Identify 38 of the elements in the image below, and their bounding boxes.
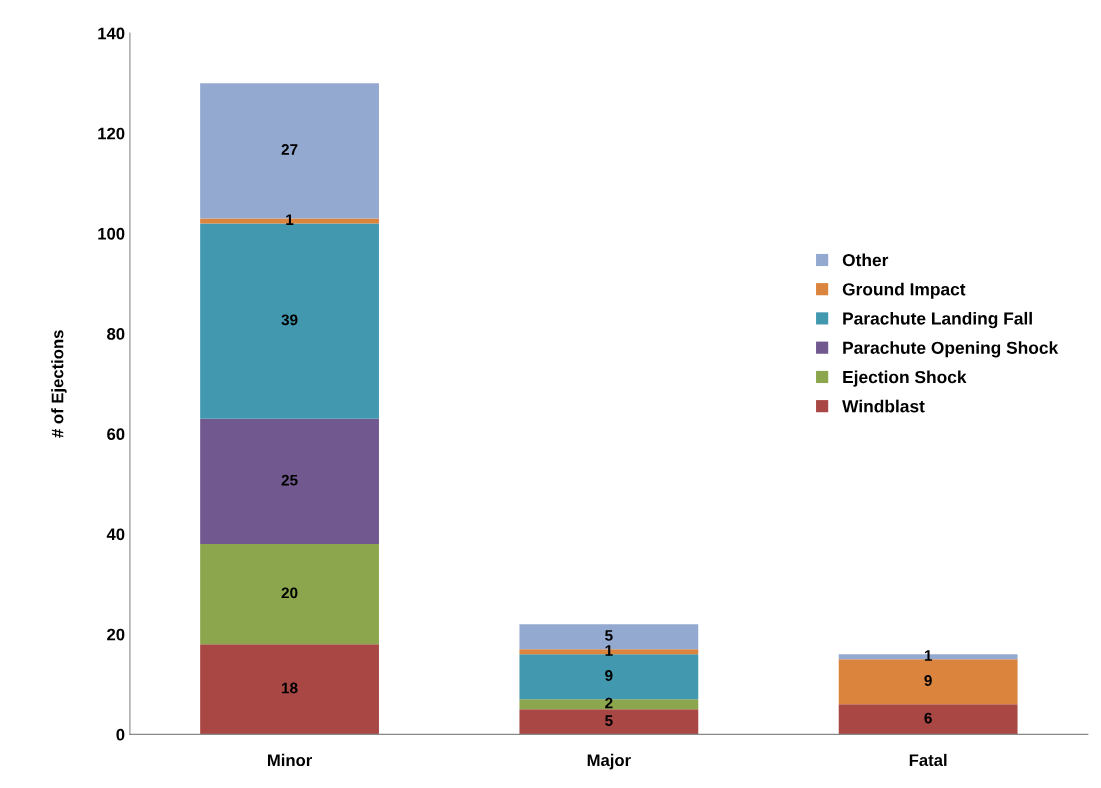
legend-label: Windblast bbox=[842, 399, 925, 413]
bar bbox=[200, 418, 379, 545]
legend-label: Parachute Opening Shock bbox=[843, 341, 1059, 358]
x-tick-label: Fatal bbox=[909, 753, 947, 767]
x-tick-label: Major bbox=[587, 753, 631, 770]
legend-label: Ground Impact bbox=[842, 282, 966, 299]
bar bbox=[838, 704, 1018, 735]
y-tick-label: 40 bbox=[106, 528, 125, 541]
bar bbox=[519, 709, 699, 735]
data-label: 1 bbox=[924, 650, 932, 661]
data-label: 20 bbox=[281, 587, 298, 599]
bar bbox=[200, 544, 379, 645]
bar bbox=[838, 659, 1018, 705]
data-label: 27 bbox=[281, 144, 298, 155]
y-tick-label: 80 bbox=[107, 328, 125, 340]
data-label: 9 bbox=[924, 675, 932, 686]
legend-label: Ejection Shock bbox=[843, 370, 967, 387]
data-label: 18 bbox=[282, 682, 298, 694]
data-label: 6 bbox=[924, 712, 932, 724]
y-tick-label: 140 bbox=[98, 27, 125, 40]
y-axis-title: # of Ejections bbox=[51, 330, 67, 438]
bar bbox=[200, 223, 379, 419]
legend-label: Other bbox=[842, 253, 889, 267]
data-label: 5 bbox=[605, 630, 613, 641]
y-tick-label: 0 bbox=[116, 728, 125, 741]
y-tick-label: 60 bbox=[107, 428, 125, 441]
bar bbox=[200, 644, 379, 735]
y-tick-label: 120 bbox=[98, 127, 125, 140]
data-label: 39 bbox=[281, 314, 298, 326]
legend-label: Parachute Landing Fall bbox=[843, 311, 1032, 329]
data-label: 9 bbox=[605, 670, 613, 681]
data-label: 5 bbox=[605, 715, 613, 726]
data-label: 25 bbox=[281, 474, 298, 486]
bar bbox=[519, 699, 699, 710]
x-tick-label: Minor bbox=[268, 753, 312, 767]
y-tick-label: 100 bbox=[98, 227, 125, 240]
y-tick-label: 20 bbox=[107, 628, 125, 641]
data-label: 2 bbox=[605, 697, 613, 709]
